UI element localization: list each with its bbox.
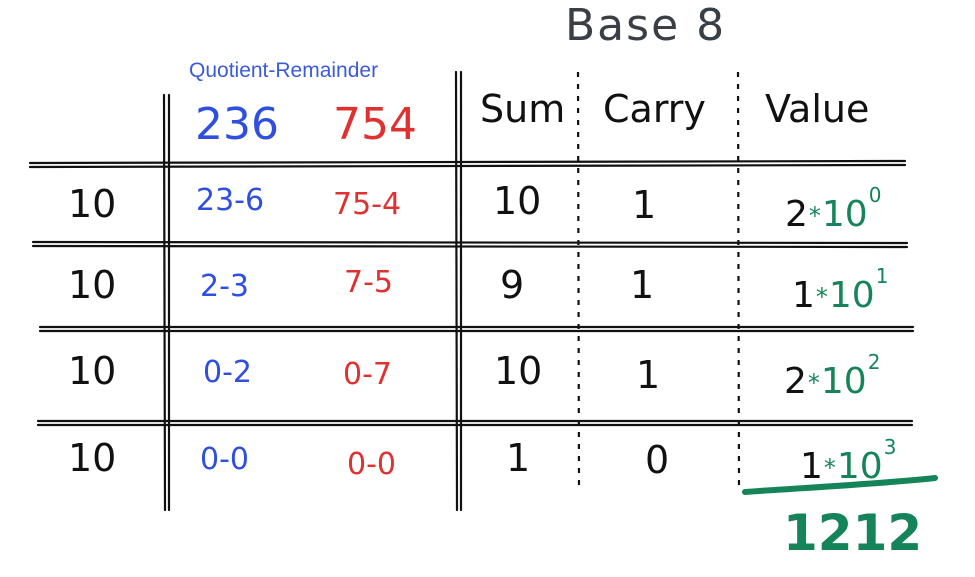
row-separator-2 <box>31 240 909 245</box>
diagram-title: Base 8 <box>565 0 727 51</box>
second-quotient-remainder: 0-7 <box>343 357 392 392</box>
quotient-remainder-label: Quotient-Remainder <box>189 59 379 82</box>
column-header-sum: Sum <box>480 87 566 131</box>
value-cell: 1*101 <box>792 266 888 314</box>
second-quotient-remainder: 7-5 <box>344 265 393 300</box>
second-quotient-remainder: 75-4 <box>333 187 402 222</box>
value-digit: 1 <box>800 446 823 487</box>
sum-cell: 10 <box>493 179 542 223</box>
divisor-cell: 10 <box>68 436 117 480</box>
value-cell: 2*102 <box>784 352 880 400</box>
value-base: 10 <box>820 361 867 402</box>
value-base: 10 <box>836 446 883 487</box>
multiply-sign: * <box>815 283 828 311</box>
first-quotient-remainder: 2-3 <box>200 269 249 304</box>
value-base: 10 <box>821 194 868 235</box>
sum-cell: 1 <box>506 436 531 480</box>
carry-cell: 0 <box>645 438 670 482</box>
multiply-sign: * <box>808 202 821 230</box>
value-base: 10 <box>828 275 875 316</box>
column-header-carry: Carry <box>603 87 706 131</box>
row-separator-1b <box>28 163 907 169</box>
dotted-divider-carry-value <box>736 71 741 491</box>
value-exponent: 3 <box>883 435 897 459</box>
column-header-value: Value <box>765 87 870 131</box>
first-quotient-remainder: 23-6 <box>196 183 265 218</box>
divisor-cell: 10 <box>68 263 117 307</box>
dotted-divider-sum-carry <box>576 71 581 491</box>
carry-cell: 1 <box>632 183 657 227</box>
value-exponent: 1 <box>875 264 889 288</box>
row-separator-2b <box>31 244 909 249</box>
divisor-cell: 10 <box>68 349 117 393</box>
carry-cell: 1 <box>636 353 661 397</box>
result-underline <box>742 475 938 495</box>
sum-cell: 10 <box>494 349 543 393</box>
multiply-sign: * <box>807 369 820 397</box>
second-quotient-remainder: 0-0 <box>347 447 396 482</box>
operand-first: 236 <box>195 99 279 150</box>
value-digit: 2 <box>785 194 808 235</box>
first-quotient-remainder: 0-2 <box>203 355 252 390</box>
sum-cell: 9 <box>500 263 525 307</box>
carry-cell: 1 <box>630 263 655 307</box>
value-digit: 2 <box>784 361 807 402</box>
divider-mid-a <box>454 70 459 512</box>
multiply-sign: * <box>823 454 836 482</box>
value-cell: 2*100 <box>785 185 881 233</box>
value-exponent: 0 <box>868 183 882 207</box>
value-cell: 1*103 <box>800 437 896 485</box>
operand-second: 754 <box>333 99 417 150</box>
divisor-cell: 10 <box>68 182 117 226</box>
row-separator-1 <box>28 159 907 165</box>
value-digit: 1 <box>792 275 815 316</box>
divider-left-a <box>162 93 167 512</box>
result-value: 1212 <box>783 504 923 562</box>
first-quotient-remainder: 0-0 <box>200 442 249 477</box>
value-exponent: 2 <box>867 350 881 374</box>
